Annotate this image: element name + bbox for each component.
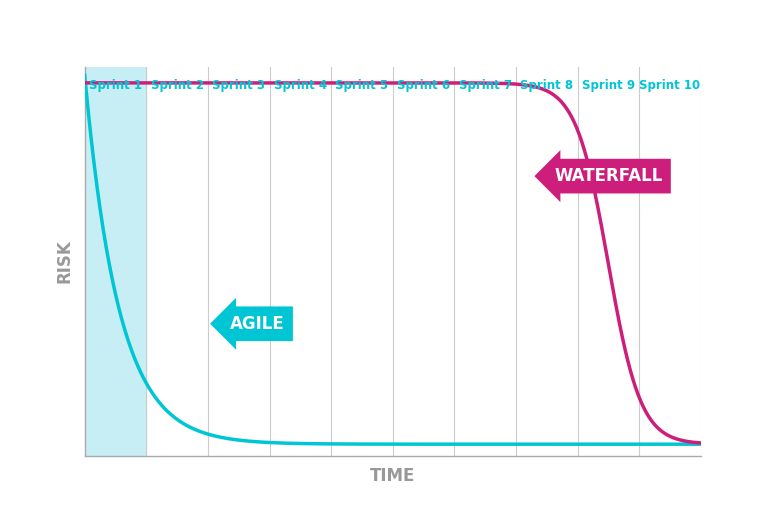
Text: Sprint 3: Sprint 3 bbox=[213, 79, 265, 92]
Text: Sprint 5: Sprint 5 bbox=[336, 79, 388, 92]
Text: Sprint 6: Sprint 6 bbox=[397, 79, 450, 92]
Text: AGILE: AGILE bbox=[229, 315, 285, 333]
Text: Sprint 8: Sprint 8 bbox=[521, 79, 573, 92]
Text: Sprint 10: Sprint 10 bbox=[639, 79, 701, 92]
Text: Sprint 4: Sprint 4 bbox=[274, 79, 326, 92]
Text: Sprint 7: Sprint 7 bbox=[459, 79, 511, 92]
X-axis label: TIME: TIME bbox=[370, 467, 415, 485]
Text: Sprint 9: Sprint 9 bbox=[582, 79, 634, 92]
Y-axis label: RISK: RISK bbox=[55, 240, 74, 283]
Text: Sprint 2: Sprint 2 bbox=[151, 79, 203, 92]
Text: WATERFALL: WATERFALL bbox=[554, 167, 662, 185]
Bar bbox=[85, 67, 146, 456]
Text: Sprint 1: Sprint 1 bbox=[89, 79, 142, 92]
